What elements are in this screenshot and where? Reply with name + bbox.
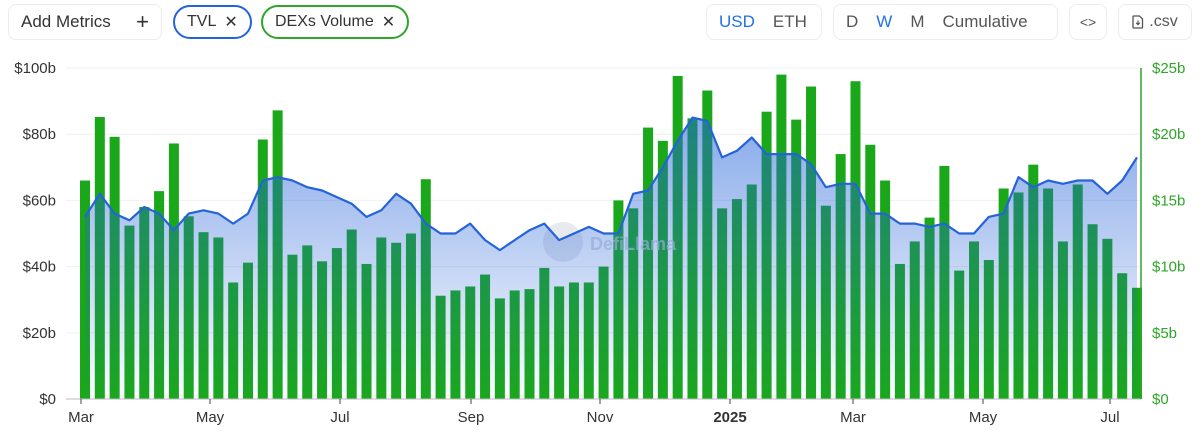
x-axis-tick: Nov	[587, 409, 614, 426]
right-axis-tick: $15b	[1152, 192, 1185, 209]
metric-pill-dexs-volume[interactable]: DEXs Volume ✕	[261, 5, 410, 39]
x-axis-tick: Mar	[840, 409, 866, 426]
right-axis-tick: $5b	[1152, 325, 1177, 342]
currency-toggle: USD ETH	[706, 4, 822, 40]
add-metrics-button[interactable]: Add Metrics +	[8, 4, 162, 40]
tvl-line[interactable]	[84, 116, 1138, 252]
left-axis-tick: $100b	[14, 60, 56, 77]
left-axis-tick: $20b	[23, 325, 56, 342]
x-axis-tick: Sep	[458, 409, 485, 426]
tvl-volume-chart[interactable]: DefiLlama $0$0$20b$5b$40b$10b$60b$15b$80…	[0, 46, 1200, 436]
left-axis-tick: $0	[39, 391, 56, 408]
file-download-icon	[1132, 15, 1144, 29]
granularity-monthly[interactable]: M	[910, 12, 925, 31]
right-axis-tick: $20b	[1152, 126, 1185, 143]
currency-usd[interactable]: USD	[719, 12, 755, 31]
x-axis-tick: May	[969, 409, 998, 426]
right-axis-tick: $25b	[1152, 60, 1185, 77]
code-icon: <>	[1079, 14, 1097, 30]
x-axis-tick: Jul	[1100, 409, 1119, 426]
right-axis-tick: $10b	[1152, 259, 1185, 276]
granularity-cumulative[interactable]: Cumulative	[942, 12, 1028, 31]
csv-label: .csv	[1149, 13, 1178, 30]
currency-eth[interactable]: ETH	[772, 12, 807, 31]
granularity-weekly[interactable]: W	[876, 12, 893, 31]
left-axis-tick: $60b	[23, 192, 56, 209]
right-axis-tick: $0	[1152, 391, 1169, 408]
metric-pill-label: TVL	[187, 13, 217, 30]
metric-pill-tvl[interactable]: TVL ✕	[173, 5, 252, 39]
metric-pill-label: DEXs Volume	[275, 13, 374, 30]
x-axis-tick: 2025	[713, 409, 746, 426]
close-icon[interactable]: ✕	[381, 14, 396, 31]
download-csv-button[interactable]: .csv	[1118, 4, 1192, 40]
tvl-area	[84, 116, 1138, 399]
granularity-toggle: D W M Cumulative	[833, 4, 1058, 40]
chart-axes: $0 $0 $20b $5b $40b $10b $60b $15b $80b $20b $100b…	[14, 60, 1185, 426]
x-axis-tick: Jul	[330, 409, 349, 426]
x-axis-tick: May	[196, 409, 225, 426]
left-axis-tick: $80b	[23, 126, 56, 143]
plus-icon: +	[136, 9, 149, 34]
x-axis-tick: Mar	[68, 409, 94, 426]
close-icon[interactable]: ✕	[224, 14, 238, 31]
chart-toolbar: Add Metrics + TVL ✕ DEXs Volume ✕ USD ET…	[0, 0, 1200, 46]
granularity-daily[interactable]: D	[846, 12, 859, 31]
add-metrics-label: Add Metrics	[21, 12, 111, 31]
embed-button[interactable]: <>	[1069, 4, 1107, 40]
left-axis-tick: $40b	[23, 259, 56, 276]
